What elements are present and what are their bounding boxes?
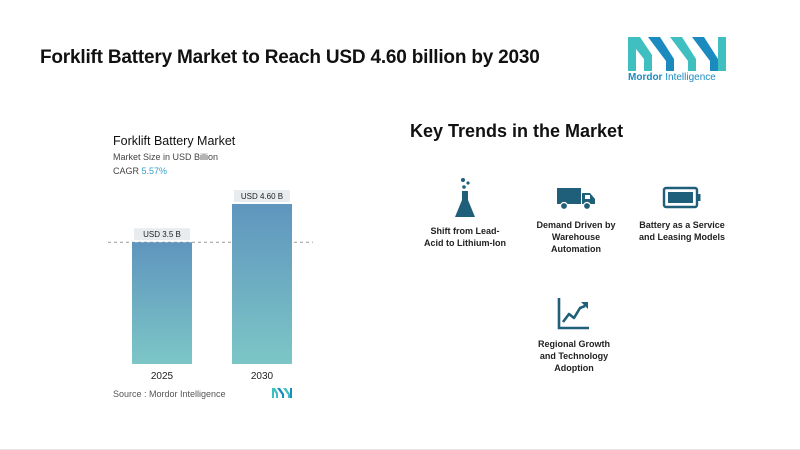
cagr-value: 5.57%	[141, 166, 168, 176]
truck-icon	[557, 188, 595, 211]
brand-name: Mordor Intelligence	[628, 72, 716, 83]
trend-label: Shift from Lead- Acid to Lithium-Ion	[424, 226, 506, 248]
page-title: Forklift Battery Market to Reach USD 4.6…	[40, 47, 540, 68]
trend-item-battery-service: Battery as a Service and Leasing Models	[622, 185, 742, 243]
chart-title: Forklift Battery Market	[113, 134, 236, 148]
battery-icon	[662, 186, 701, 209]
bar-2030	[232, 203, 292, 364]
x-tick-label: 2030	[251, 371, 274, 382]
mordor-intelligence-logo-icon	[628, 37, 726, 71]
trend-label: Regional Growth and Technology Adoption	[538, 339, 610, 373]
chart-cagr: CAGR 5.57%	[113, 166, 167, 176]
trend-label: Demand Driven by Warehouse Automation	[536, 220, 616, 254]
x-tick-label: 2025	[151, 371, 174, 382]
trend-item-lithium-ion: Shift from Lead- Acid to Lithium-Ion	[405, 177, 525, 249]
source-note: Source : Mordor Intelligence	[113, 389, 226, 399]
flask-icon	[455, 178, 475, 217]
bar-2025	[132, 242, 192, 364]
trends-title: Key Trends in the Market	[410, 121, 624, 141]
data-label-bg	[234, 189, 290, 202]
data-label-bg	[134, 228, 190, 241]
data-label: USD 3.5 B	[143, 230, 181, 239]
cagr-label: CAGR	[113, 166, 140, 176]
trend-label: Battery as a Service and Leasing Models	[638, 220, 725, 242]
data-label: USD 4.60 B	[241, 192, 283, 201]
growth-chart-icon	[557, 298, 589, 330]
mordor-mini-logo-icon	[272, 388, 292, 398]
trend-item-warehouse-automation: Demand Driven by Warehouse Automation	[516, 185, 636, 255]
trend-item-regional-growth: Regional Growth and Technology Adoption	[514, 296, 634, 374]
chart-subtitle: Market Size in USD Billion	[113, 152, 219, 162]
